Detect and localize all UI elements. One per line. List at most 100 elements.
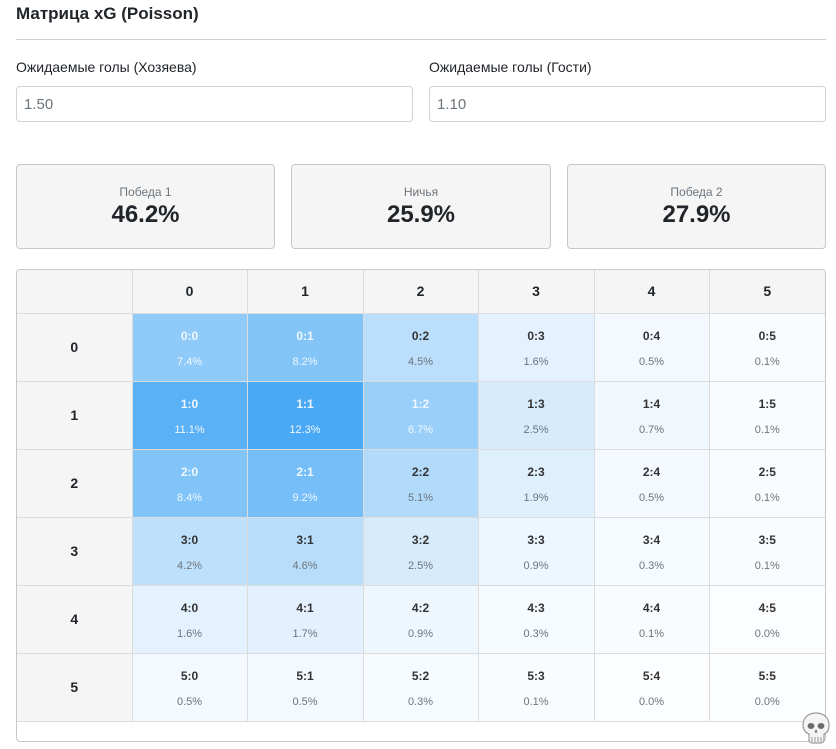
cell-probability: 0.1%	[754, 559, 780, 572]
cell-probability: 2.5%	[407, 559, 434, 572]
matrix-cell: 5:3 0.1%	[477, 652, 595, 722]
column-header: 3	[477, 270, 595, 314]
cell-probability: 1.9%	[523, 491, 549, 504]
matrix-cell: 0:4 0.5%	[593, 312, 710, 382]
draw-value: 25.9%	[386, 201, 456, 228]
cell-probability: 12.3%	[289, 423, 321, 436]
matrix-cell: 4:4 0.1%	[593, 584, 710, 654]
matrix-cell: 4:0 1.6%	[131, 584, 248, 654]
cell-probability: 0.9%	[407, 627, 434, 640]
cell-probability: 1.6%	[176, 627, 203, 640]
page-title: Матрица xG (Poisson)	[16, 4, 199, 23]
cell-score: 0:4	[642, 328, 661, 343]
home-win-label: Победа 1	[119, 185, 172, 199]
cell-probability: 0.5%	[638, 355, 665, 368]
cell-score: 3:5	[758, 532, 776, 547]
matrix-cell: 5:2 0.3%	[362, 652, 479, 722]
home-win-card: Победа 1 46.2%	[16, 164, 275, 249]
home-win-value: 46.2%	[111, 201, 180, 228]
cell-score: 4:3	[527, 600, 545, 615]
home-xg-input[interactable]	[16, 86, 413, 122]
cell-score: 5:2	[411, 668, 430, 683]
cell-probability: 4.2%	[176, 559, 203, 572]
score-matrix-container: 0 1 2 3 4 5 0 0:0 7.4% 0:1 8.2% 0:2 4.5% 0:3 1.6…	[16, 269, 826, 742]
cell-score: 0:2	[411, 328, 430, 343]
cell-probability: 0.5%	[176, 695, 203, 708]
matrix-cell: 2:0 8.4%	[131, 448, 248, 518]
cell-score: 4:4	[642, 600, 661, 615]
matrix-row: 4 4:0 1.6% 4:1 1.7% 4:2 0.9% 4:3 0.3% 4:4 0.1% 4:5 0…	[17, 584, 825, 654]
matrix-cell: 0:2 4.5%	[362, 312, 479, 382]
matrix-cell: 0:1 8.2%	[246, 312, 364, 382]
cell-probability: 6.7%	[407, 423, 434, 436]
cell-score: 1:1	[296, 396, 314, 411]
row-header: 4	[17, 584, 133, 654]
cell-probability: 7.4%	[176, 355, 203, 368]
matrix-cell: 3:2 2.5%	[362, 516, 479, 586]
cell-score: 2:5	[758, 464, 776, 479]
cell-probability: 0.1%	[754, 355, 780, 368]
cell-probability: 1.7%	[292, 627, 318, 640]
draw-card: Ничья 25.9%	[291, 164, 551, 249]
row-header: 0	[17, 313, 133, 382]
cell-probability: 0.1%	[638, 627, 665, 640]
cell-probability: 0.5%	[292, 695, 318, 708]
matrix-cell: 2:4 0.5%	[593, 448, 710, 518]
matrix-cell: 3:0 4.2%	[131, 516, 248, 586]
cell-score: 1:3	[527, 396, 545, 411]
cell-score: 2:4	[642, 464, 661, 479]
matrix-cell: 1:5 0.1%	[708, 380, 825, 450]
matrix-header-row: 0 1 2 3 4 5	[17, 270, 825, 314]
cell-score: 2:1	[296, 464, 314, 479]
matrix-cell: 5:4 0.0%	[593, 652, 710, 722]
cell-probability: 0.3%	[523, 627, 549, 640]
matrix-cell: 1:1 12.3%	[246, 380, 364, 450]
cell-probability: 0.3%	[638, 559, 665, 572]
row-header: 3	[17, 516, 133, 586]
cell-score: 2:3	[527, 464, 545, 479]
cell-score: 4:5	[758, 600, 776, 615]
cell-score: 5:5	[758, 668, 776, 683]
cell-probability: 5.1%	[407, 491, 434, 504]
cell-score: 3:3	[527, 532, 545, 547]
matrix-cell: 0:0 7.4%	[131, 312, 248, 382]
matrix-cell: 0:5 0.1%	[708, 312, 825, 382]
matrix-cell: 2:1 9.2%	[246, 448, 364, 518]
matrix-row: 2 2:0 8.4% 2:1 9.2% 2:2 5.1% 2:3 1.9% 2:4 0.5% 2:5 0…	[17, 448, 825, 518]
cell-score: 0:1	[296, 328, 314, 343]
matrix-cell: 1:0 11.1%	[131, 380, 248, 450]
matrix-row: 3 3:0 4.2% 3:1 4.6% 3:2 2.5% 3:3 0.9% 3:4 0.3% 3:5 0…	[17, 516, 825, 586]
away-xg-input[interactable]	[429, 86, 826, 122]
away-win-value: 27.9%	[662, 201, 731, 228]
title-divider	[16, 39, 826, 40]
matrix-row: 5 5:0 0.5% 5:1 0.5% 5:2 0.3% 5:3 0.1% 5:4 0.0% 5:5 0…	[17, 652, 825, 722]
matrix-cell: 4:2 0.9%	[362, 584, 479, 654]
matrix-cell: 4:5 0.0%	[708, 584, 825, 654]
cell-score: 3:1	[296, 532, 314, 547]
cell-probability: 0.1%	[523, 695, 549, 708]
matrix-cell: 1:3 2.5%	[477, 380, 595, 450]
cell-score: 5:3	[527, 668, 545, 683]
matrix-corner-cell	[17, 270, 133, 314]
cell-score: 1:4	[642, 396, 661, 411]
cell-score: 3:2	[411, 532, 430, 547]
cell-score: 0:0	[180, 328, 199, 343]
skull-icon	[802, 712, 830, 744]
cell-score: 0:5	[758, 328, 776, 343]
cell-score: 5:0	[180, 668, 199, 683]
cell-probability: 2.5%	[523, 423, 549, 436]
cell-probability: 0.0%	[754, 627, 780, 640]
column-header: 0	[131, 270, 248, 314]
matrix-cell: 2:2 5.1%	[362, 448, 479, 518]
matrix-cell: 3:4 0.3%	[593, 516, 710, 586]
cell-score: 1:0	[180, 396, 199, 411]
matrix-cell: 3:5 0.1%	[708, 516, 825, 586]
column-header: 5	[708, 270, 825, 314]
matrix-cell: 1:2 6.7%	[362, 380, 479, 450]
cell-score: 5:1	[296, 668, 314, 683]
cell-probability: 1.6%	[523, 355, 549, 368]
cell-probability: 0.7%	[638, 423, 665, 436]
cell-probability: 8.4%	[176, 491, 203, 504]
cell-score: 4:1	[296, 600, 314, 615]
matrix-cell: 5:1 0.5%	[246, 652, 364, 722]
